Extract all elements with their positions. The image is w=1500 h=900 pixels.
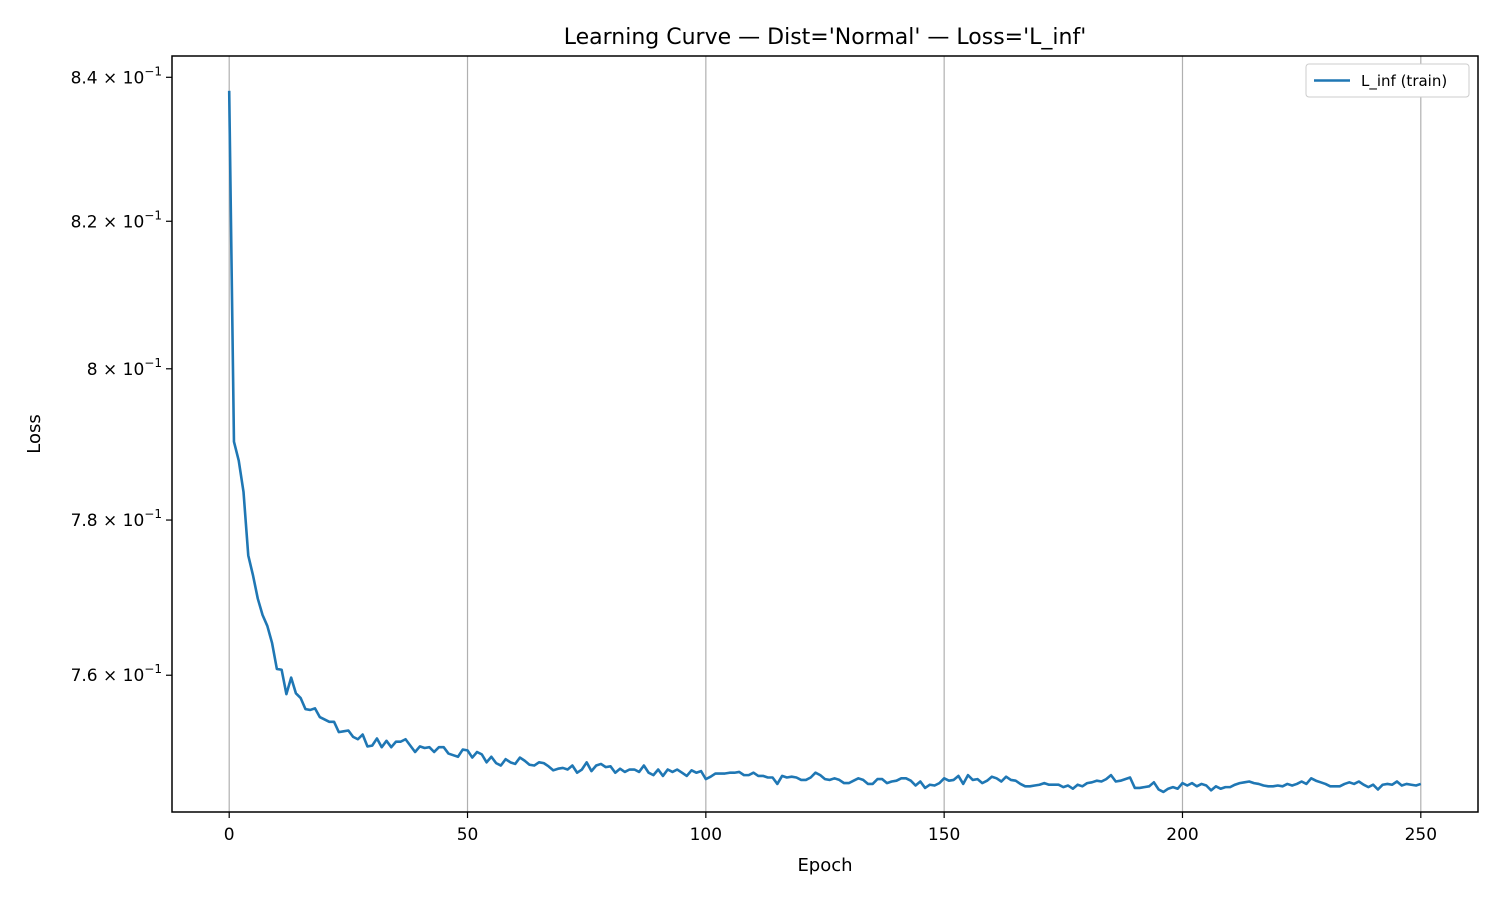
series-layer	[227, 90, 1422, 794]
y-tick-label: 8 × 10−1	[87, 356, 162, 380]
y-axis-label: Loss	[24, 414, 45, 453]
x-tick-label: 50	[457, 825, 479, 845]
chart-title: Learning Curve — Dist='Normal' — Loss='L…	[564, 25, 1087, 50]
y-tick-label: 8.2 × 10−1	[71, 208, 162, 232]
x-tick-label: 200	[1166, 825, 1198, 845]
y-tick-label: 7.6 × 10−1	[71, 662, 162, 686]
x-axis-label: Epoch	[797, 855, 852, 876]
y-tick-label: 8.4 × 10−1	[71, 64, 162, 88]
x-tick-label: 0	[224, 825, 235, 845]
legend-box	[1305, 63, 1470, 98]
y-axis-ticks: 7.6 × 10−1 7.8 × 10−1 8 × 10−1 8.2 × 10−1 8.…	[71, 64, 172, 686]
legend: L_inf (train)	[1305, 63, 1470, 98]
series-line-0	[227, 90, 1422, 794]
gridlines	[228, 56, 1422, 812]
x-axis-ticks: 0 50 100 150 200 250	[224, 812, 1437, 845]
y-tick-label: 7.8 × 10−1	[71, 507, 162, 531]
x-tick-label: 250	[1405, 825, 1437, 845]
legend-entry-label: L_inf (train)	[1361, 72, 1447, 91]
x-tick-label: 150	[928, 825, 960, 845]
x-tick-label: 100	[690, 825, 722, 845]
plot-area-frame	[171, 55, 1479, 813]
